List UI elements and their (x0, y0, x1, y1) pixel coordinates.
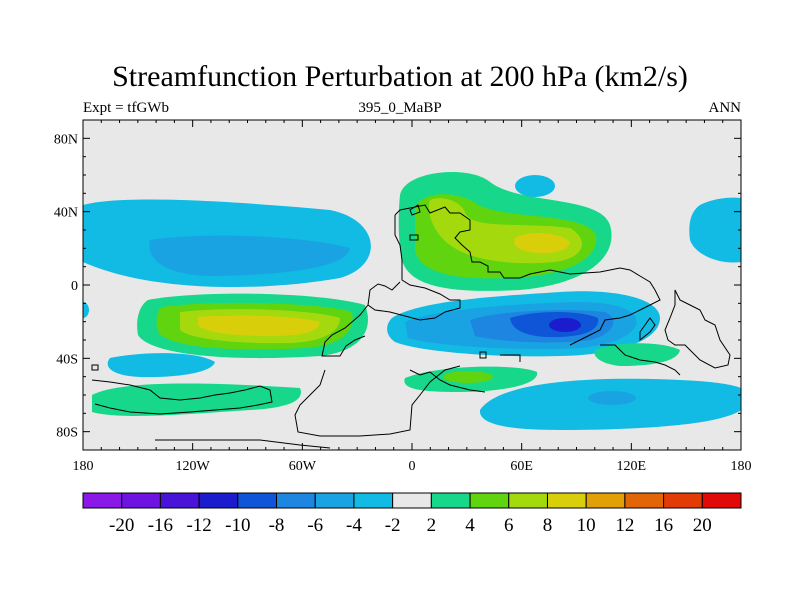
colorbar-label: -10 (225, 515, 250, 536)
anomaly-contour (83, 302, 89, 318)
colorbar-label: 20 (693, 515, 712, 536)
coastline (600, 344, 681, 376)
colorbar-swatch (392, 492, 432, 509)
colorbar-swatch (585, 492, 626, 509)
colorbar-swatch (508, 492, 548, 509)
colorbar-label: -20 (109, 515, 134, 536)
x-tick-label: 60W (289, 459, 317, 474)
x-tick-label: 120W (176, 459, 211, 474)
coastline-layer (91, 204, 731, 449)
x-tick-label: 0 (409, 459, 416, 474)
anomaly-contour (689, 197, 741, 263)
colorbar-swatch (663, 492, 703, 509)
colorbar-swatch (353, 492, 394, 509)
colorbar-label: -4 (346, 515, 362, 536)
colorbar-swatch (701, 492, 742, 509)
coastline (91, 364, 99, 371)
colorbar-label: -12 (186, 515, 211, 536)
chart-title: Streamfunction Perturbation at 200 hPa (… (112, 60, 688, 93)
x-tick-label: 60E (510, 459, 533, 474)
coastline (367, 215, 461, 321)
colorbar-swatch (314, 492, 355, 509)
anomaly-contour (107, 353, 215, 378)
colorbar-swatch (624, 492, 665, 509)
coastline (321, 304, 369, 357)
coastline (91, 379, 273, 415)
colorbar-label: -16 (148, 515, 173, 536)
colorbar-swatch (159, 492, 200, 509)
y-tick-label: 0 (71, 279, 78, 294)
y-tick-label: 40N (54, 206, 78, 221)
colorbar-label: 8 (543, 515, 553, 536)
colorbar-swatch (546, 492, 587, 509)
axis-group: 180 120W 60W 0 60E 120E 180 80N 40N 0 40S 80S (54, 120, 752, 474)
experiment-label: Expt = tfGWb (83, 100, 169, 116)
anomaly-contour (198, 315, 320, 336)
y-tick-label: 80N (54, 132, 78, 147)
colorbar-swatch (121, 492, 161, 509)
colorbar-label: 2 (427, 515, 437, 536)
colorbar-swatch (276, 492, 316, 509)
coastline (500, 354, 521, 362)
colorbar-swatch (198, 492, 239, 509)
coastline (394, 204, 661, 346)
coastline (639, 317, 656, 342)
coastline (409, 234, 419, 241)
y-tick-label: 80S (56, 426, 78, 441)
colorbar-label: 12 (615, 515, 634, 536)
anomaly-contour (149, 235, 350, 276)
coastline (409, 369, 486, 393)
x-tick-label: 120E (617, 459, 647, 474)
y-tick-label: 40S (56, 352, 78, 367)
colorbar-swatch (237, 492, 278, 509)
anomaly-contour (588, 391, 636, 405)
colorbar-label: 6 (504, 515, 514, 536)
colorbar-label: 4 (465, 515, 475, 536)
anomaly-contour (443, 371, 493, 383)
colorbar-label: -2 (385, 515, 401, 536)
coastline (409, 204, 421, 216)
anomaly-contour (514, 233, 570, 254)
coastline (294, 365, 461, 437)
coastline (155, 439, 331, 449)
colorbar-label: 16 (654, 515, 673, 536)
colorbar-group: -20 -16 -12 -10 -8 -6 -4 -2 2 4 6 8 10 12 16 20 (82, 492, 742, 536)
coastline (664, 289, 731, 369)
anomaly-contour (594, 343, 680, 366)
anomaly-contour (515, 175, 555, 197)
contour-fill-layer (83, 172, 741, 430)
colorbar-label: -8 (269, 515, 285, 536)
colorbar-swatch (430, 492, 471, 509)
season-label: ANN (708, 100, 742, 116)
colorbar-label: 10 (577, 515, 596, 536)
colorbar-swatch (469, 492, 510, 509)
x-tick-label: 180 (731, 459, 752, 474)
colorbar-label: -6 (307, 515, 323, 536)
x-tick-label: 180 (73, 459, 94, 474)
anomaly-contour (549, 318, 581, 332)
case-label: 395_0_MaBP (358, 100, 442, 116)
coastline (479, 351, 487, 359)
colorbar-swatch (82, 492, 123, 509)
anomaly-contour (92, 383, 301, 416)
